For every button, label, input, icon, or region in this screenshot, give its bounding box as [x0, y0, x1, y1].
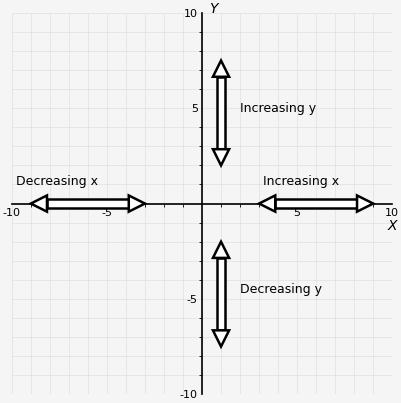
Text: Decreasing x: Decreasing x [16, 175, 97, 188]
Polygon shape [258, 195, 275, 212]
Text: Increasing x: Increasing x [262, 175, 338, 188]
Polygon shape [213, 330, 229, 347]
Polygon shape [216, 77, 225, 149]
Polygon shape [128, 195, 145, 212]
Polygon shape [213, 149, 229, 165]
Polygon shape [356, 195, 372, 212]
Text: X: X [387, 219, 396, 233]
Polygon shape [216, 258, 225, 330]
Polygon shape [47, 199, 128, 208]
Polygon shape [213, 242, 229, 258]
Polygon shape [275, 199, 356, 208]
Polygon shape [31, 195, 47, 212]
Text: Increasing y: Increasing y [239, 102, 315, 115]
Polygon shape [213, 60, 229, 77]
Text: Y: Y [209, 2, 218, 16]
Text: Decreasing y: Decreasing y [239, 283, 321, 296]
